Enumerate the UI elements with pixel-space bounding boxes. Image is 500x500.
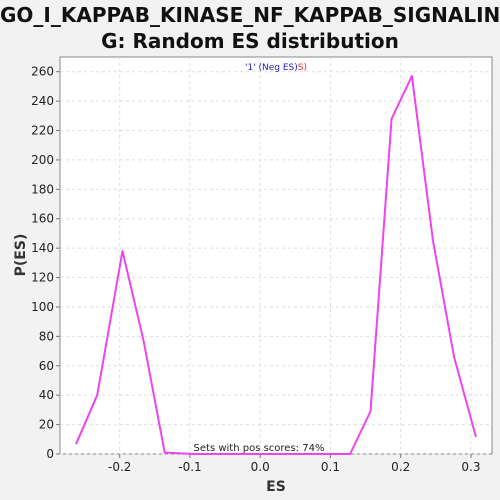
chart-title: GO_I_KAPPAB_KINASE_NF_KAPPAB_SIGNALIN G:… <box>0 2 500 54</box>
data-point <box>75 442 77 445</box>
y-tick-label: 240 <box>31 94 54 108</box>
y-tick-label: 220 <box>31 124 54 138</box>
data-point <box>96 394 99 396</box>
data-point <box>301 453 304 455</box>
chart-title-line-2: G: Random ES distribution <box>101 29 399 53</box>
data-point <box>280 453 283 455</box>
legend: '1' (Neg ES)S) <box>245 63 307 73</box>
y-tick-label: 140 <box>31 241 54 255</box>
x-axis-ticks: -0.2 -0.1 0.0 0.1 0.2 0.3 <box>108 454 480 474</box>
legend-entry-neg: '1' (Neg ES) <box>245 63 298 73</box>
x-tick-label: 0.1 <box>321 460 340 474</box>
y-tick-label: 260 <box>31 65 54 79</box>
y-tick-label: 0 <box>46 447 54 461</box>
y-tick-label: 180 <box>31 182 54 196</box>
pos-scores-annotation: Sets with pos scores: 74% <box>194 443 325 454</box>
data-point <box>163 451 166 454</box>
x-axis-label: ES <box>266 479 286 495</box>
y-tick-label: 80 <box>39 329 54 343</box>
x-tick-label: -0.2 <box>108 460 131 474</box>
data-point <box>349 453 351 455</box>
y-tick-label: 20 <box>39 418 54 432</box>
x-tick-label: 0.3 <box>461 460 480 474</box>
data-point <box>217 453 219 455</box>
legend-entry-pos: S) <box>298 63 307 73</box>
x-tick-label: -0.1 <box>178 460 201 474</box>
chart-title-line-1: GO_I_KAPPAB_KINASE_NF_KAPPAB_SIGNALIN <box>0 3 500 27</box>
data-point <box>192 453 195 455</box>
y-axis-label: P(ES) <box>13 234 29 277</box>
y-tick-label: 100 <box>31 300 54 314</box>
data-point <box>121 250 124 252</box>
series-layer <box>75 75 477 455</box>
x-tick-label: 0.0 <box>251 460 270 474</box>
data-point <box>432 239 434 242</box>
y-tick-label: 60 <box>39 359 54 373</box>
data-point <box>369 410 372 413</box>
data-point <box>142 339 145 342</box>
data-point <box>390 117 393 120</box>
y-tick-label: 160 <box>31 212 54 226</box>
y-tick-label: 200 <box>31 153 54 167</box>
data-point <box>259 453 261 455</box>
x-tick-label: 0.2 <box>391 460 410 474</box>
y-tick-label: 40 <box>39 388 54 402</box>
data-point <box>326 453 328 455</box>
y-tick-label: 120 <box>31 271 54 285</box>
plot-area <box>59 56 493 455</box>
data-point <box>475 435 477 438</box>
data-point <box>453 356 455 358</box>
data-point <box>411 75 413 77</box>
y-axis-ticks: 0 20 40 60 80 100 120 140 160 180 200 220 240 260 <box>31 65 60 461</box>
data-point <box>238 453 240 455</box>
